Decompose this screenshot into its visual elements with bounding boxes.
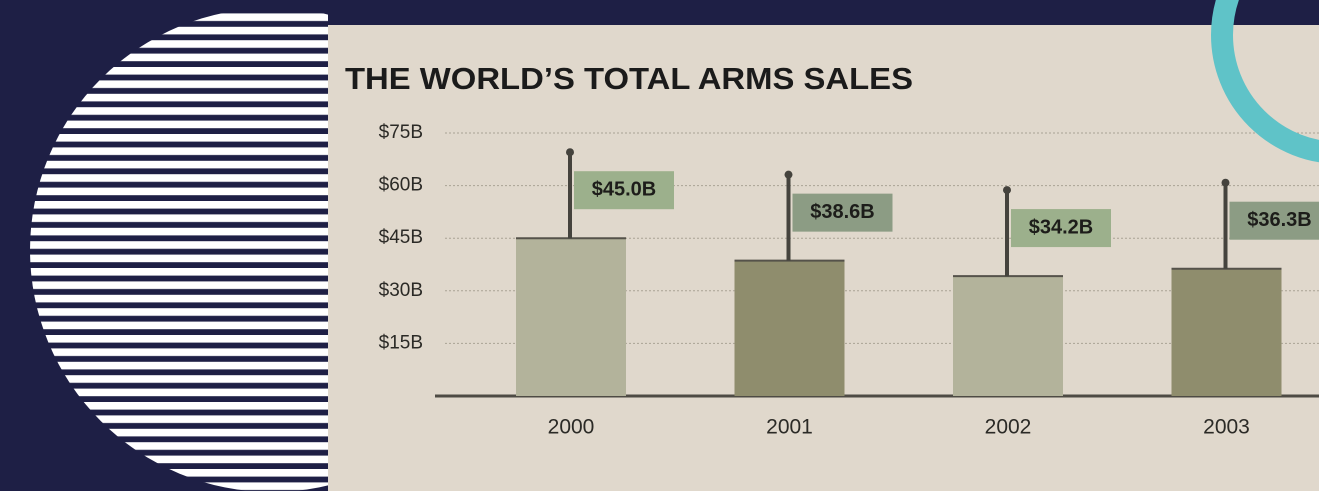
flag (1011, 209, 1111, 248)
teal-ring (1211, 0, 1319, 163)
bar (734, 260, 845, 396)
flag-knob (784, 170, 793, 179)
bar (516, 238, 626, 396)
striped-circle (30, 8, 328, 491)
x-tick-label: 2000 (548, 416, 595, 439)
y-tick-label: $45B (379, 227, 423, 248)
x-tick-label: 2002 (985, 416, 1032, 439)
flag-knob (1221, 178, 1230, 187)
x-tick-label: 2001 (766, 416, 813, 439)
y-tick-label: $15B (379, 332, 423, 353)
flag-knob (566, 148, 574, 157)
flag (574, 171, 674, 210)
bar (953, 276, 1063, 396)
data-label: $36.3B (1247, 209, 1312, 231)
y-tick-label: $30B (379, 280, 423, 301)
bar (1171, 268, 1282, 396)
y-tick-label: $60B (379, 175, 423, 196)
chart-title: THE WORLD’S TOTAL ARMS SALES (345, 61, 913, 96)
chart-panel (328, 25, 1319, 491)
x-tick-label: 2003 (1203, 416, 1250, 439)
y-tick-label: $75B (379, 122, 423, 143)
flag-knob (1003, 186, 1011, 195)
data-label: $34.2B (1029, 216, 1094, 238)
plot: $15B $30B $45B $60B $75B $45.0B 2000 $38.6B 2001… (379, 122, 1319, 439)
flag (1229, 201, 1319, 240)
flag (792, 193, 893, 232)
data-label: $38.6B (810, 201, 875, 223)
data-label: $45.0B (592, 178, 657, 200)
